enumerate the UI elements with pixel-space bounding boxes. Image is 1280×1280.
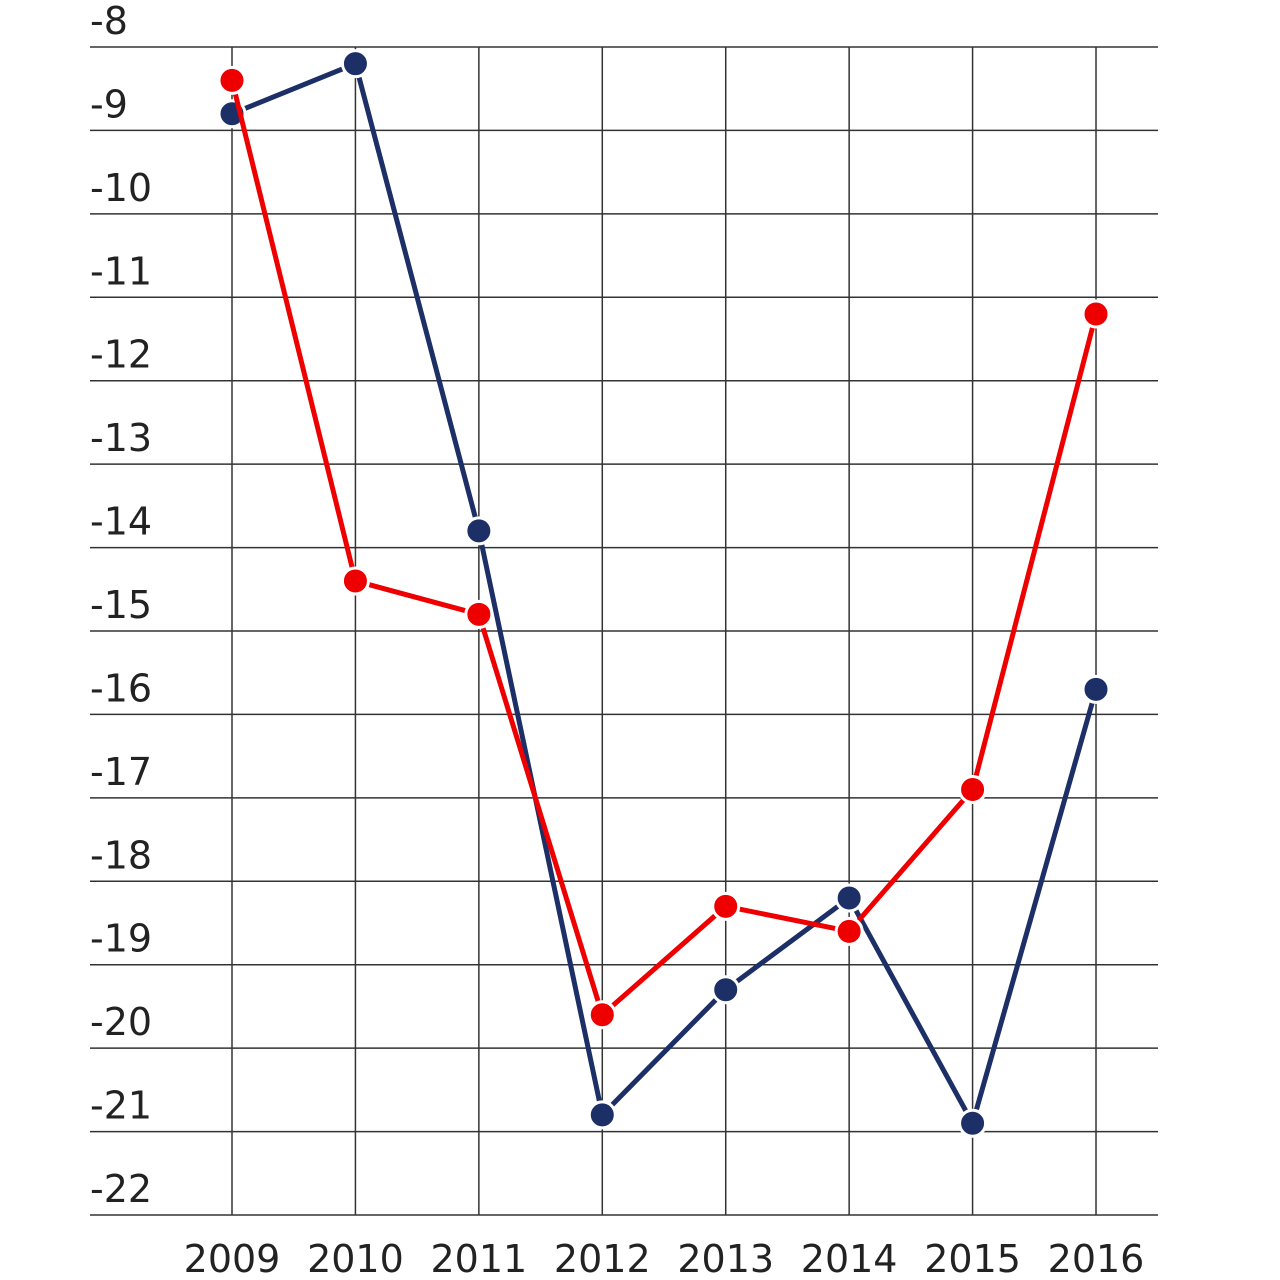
data-point (958, 1108, 988, 1138)
x-tick-label: 2012 (554, 1237, 651, 1280)
data-point (340, 566, 370, 596)
data-point (1081, 299, 1111, 329)
data-point (958, 775, 988, 805)
x-tick-label: 2016 (1048, 1237, 1145, 1280)
data-point (587, 1100, 617, 1130)
data-point (1081, 674, 1111, 704)
x-tick-label: 2013 (677, 1237, 774, 1280)
data-point (464, 599, 494, 629)
x-tick-label: 2014 (801, 1237, 898, 1280)
y-tick-label: -14 (90, 500, 152, 544)
data-point (587, 1000, 617, 1030)
data-point (834, 916, 864, 946)
x-tick-label: 2015 (924, 1237, 1021, 1280)
y-tick-label: -9 (90, 82, 128, 126)
y-tick-label: -20 (90, 1000, 152, 1044)
y-tick-label: -13 (90, 416, 152, 460)
data-point (834, 883, 864, 913)
x-tick-label: 2009 (184, 1237, 281, 1280)
y-tick-label: -18 (90, 833, 152, 877)
y-axis-ticks: -8 -9 -10 -11 -12 -13 -14 -15 -16 -17 -18 -19 -20 -21… (90, 0, 152, 1211)
series-line (231, 61, 1099, 1126)
y-tick-label: -17 (90, 750, 152, 794)
y-tick-label: -19 (90, 917, 152, 961)
x-tick-label: 2010 (307, 1237, 404, 1280)
x-tick-label: 2011 (431, 1237, 528, 1280)
x-axis-ticks: 2009 2010 2011 2012 2013 2014 2015 2016 (184, 1237, 1145, 1280)
y-tick-label: -10 (90, 166, 152, 210)
series-lines (217, 49, 1111, 1138)
y-tick-label: -8 (90, 0, 128, 43)
y-tick-label: -21 (90, 1084, 152, 1128)
data-point (340, 49, 370, 79)
y-tick-label: -16 (90, 666, 152, 710)
series-line (229, 79, 1099, 1018)
data-point (711, 891, 741, 921)
y-tick-label: -12 (90, 333, 152, 377)
series-1 (217, 65, 1111, 1030)
data-point (464, 516, 494, 546)
y-tick-label: -15 (90, 583, 152, 627)
series-0 (217, 49, 1111, 1138)
data-point (711, 975, 741, 1005)
y-tick-label: -22 (90, 1167, 152, 1211)
data-point (217, 65, 247, 95)
y-tick-label: -11 (90, 249, 152, 293)
